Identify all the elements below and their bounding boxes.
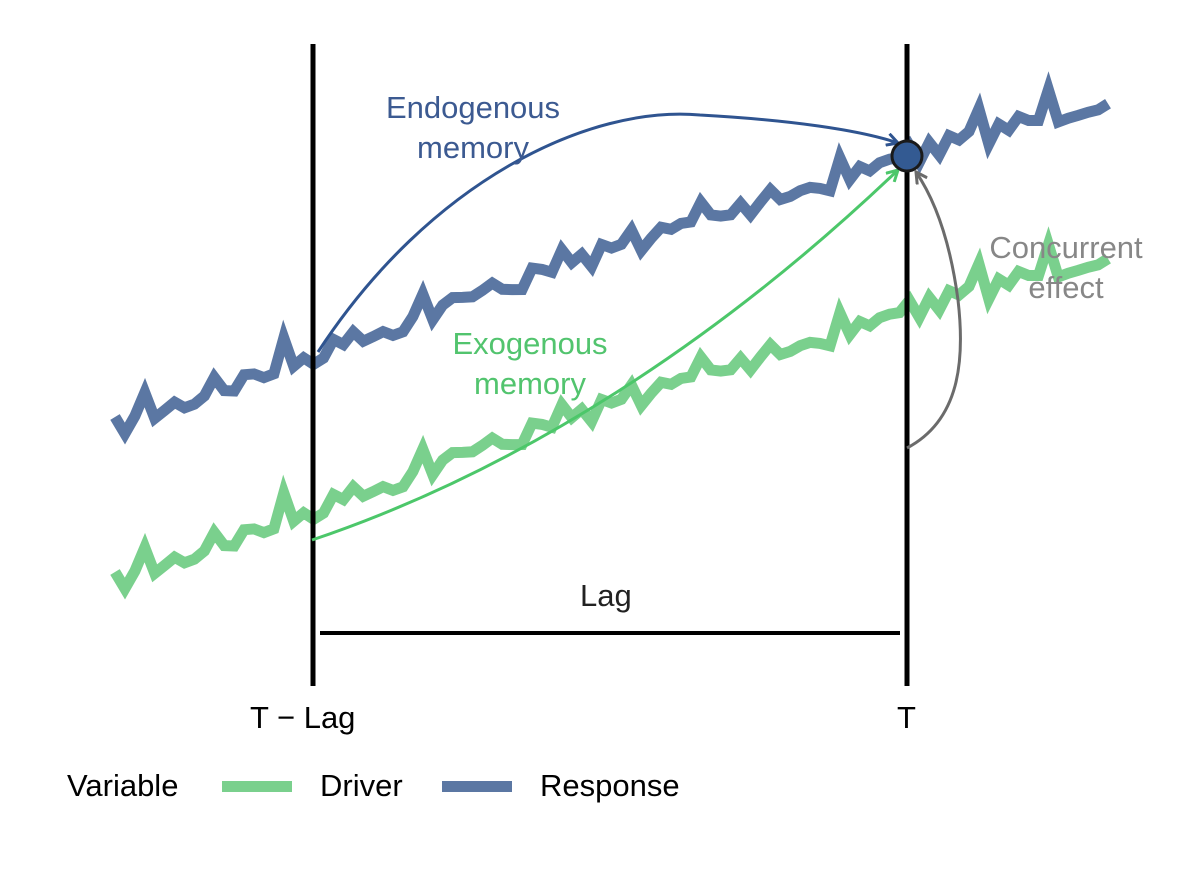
endogenous-line-1: Endogenous (385, 90, 561, 125)
legend-key-driver (222, 781, 292, 792)
exogenous-line-2: memory (474, 366, 586, 401)
legend-label-response: Response (540, 768, 680, 803)
response-at-t-point (890, 139, 924, 173)
concurrent-line-1: Concurrent (989, 230, 1143, 265)
driver-series-line (110, 226, 1111, 600)
concurrent-line-2: effect (1028, 270, 1104, 305)
endogenous-memory-arrow (316, 112, 898, 353)
lag-label: Lag (580, 578, 632, 613)
legend-title: Variable (67, 768, 179, 803)
exogenous-memory-arrow (311, 170, 898, 542)
exogenous-memory-label: Exogenous memory (415, 324, 645, 404)
response-series-line (110, 71, 1111, 445)
endogenous-memory-label: Endogenous memory (353, 88, 593, 168)
legend-label-driver: Driver (320, 768, 403, 803)
t-minus-lag-label: T − Lag (250, 700, 356, 735)
exogenous-line-1: Exogenous (452, 326, 608, 361)
t-label: T (897, 700, 916, 735)
concurrent-effect-label: Concurrent effect (960, 228, 1172, 308)
endogenous-line-2: memory (417, 130, 529, 165)
concurrent-effect-arrow (906, 172, 962, 450)
legend-key-response (442, 781, 512, 792)
